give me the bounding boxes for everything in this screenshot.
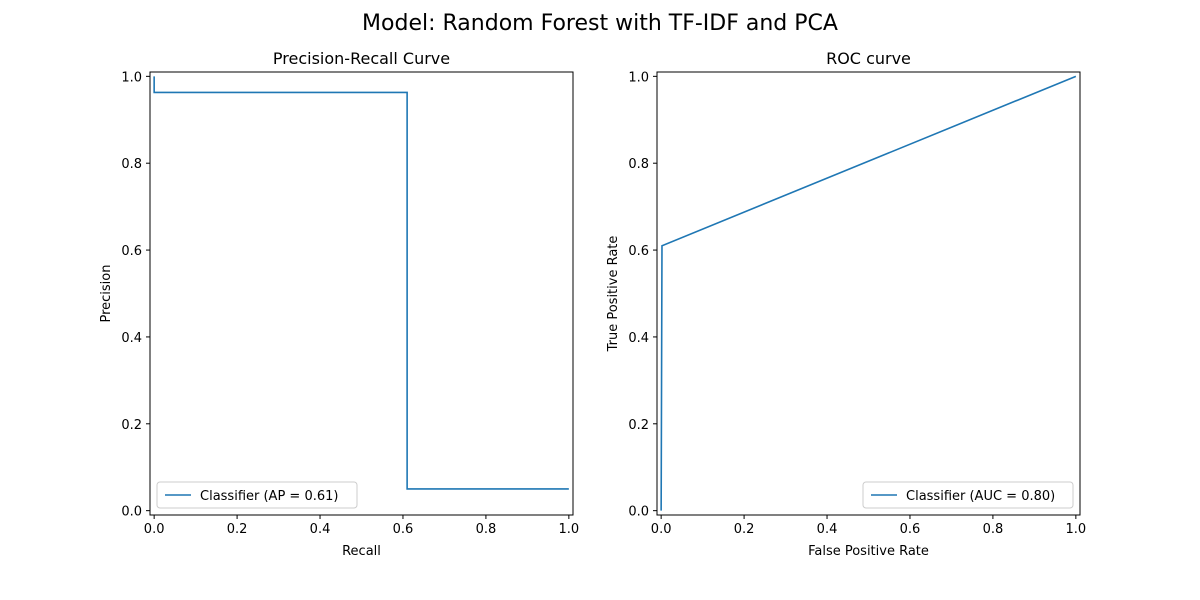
pr-x-tick-label: 0.4 bbox=[310, 522, 331, 537]
pr-y-tick-label: 0.8 bbox=[121, 157, 142, 172]
pr-legend-label: Classifier (AP = 0.61) bbox=[200, 489, 338, 504]
pr-axes-frame bbox=[149, 71, 574, 516]
figure-title: Model: Random Forest with TF-IDF and PCA bbox=[362, 11, 838, 36]
pr-series-line bbox=[153, 76, 569, 490]
roc-legend: Classifier (AUC = 0.80) bbox=[862, 481, 1074, 509]
pr-chart-title: Precision-Recall Curve bbox=[273, 49, 450, 68]
roc-legend-box bbox=[862, 481, 1074, 509]
roc-series-line bbox=[660, 75, 1077, 511]
pr-y-tick-label: 0.4 bbox=[121, 331, 142, 346]
pr-x-tick-label: 0.2 bbox=[227, 522, 248, 537]
pr-x-tick-label: 0.8 bbox=[476, 522, 497, 537]
roc-x-tick-label: 0.6 bbox=[900, 522, 921, 537]
pr-y-axis-label: Precision bbox=[99, 264, 114, 322]
pr-x-tick-label: 1.0 bbox=[559, 522, 580, 537]
pr-y-tick-label: 0.0 bbox=[121, 505, 142, 520]
roc-x-tick-label: 0.0 bbox=[651, 522, 672, 537]
precision-recall-chart: Precision-Recall Curve 0.0 0.2 0.4 0.6 0.8 1.0… bbox=[99, 49, 579, 559]
roc-legend-label: Classifier (AUC = 0.80) bbox=[906, 489, 1055, 504]
roc-y-tick-label: 0.6 bbox=[628, 244, 649, 259]
pr-legend: Classifier (AP = 0.61) bbox=[156, 481, 358, 509]
roc-x-tick-label: 1.0 bbox=[1066, 522, 1087, 537]
roc-y-tick-label: 0.4 bbox=[628, 331, 649, 346]
pr-x-axis-label: Recall bbox=[342, 544, 381, 559]
roc-chart: ROC curve 0.0 0.2 0.4 0.6 0.8 1.0 0.0 0.2 0.4 0.6 0… bbox=[606, 49, 1086, 559]
roc-axes-frame bbox=[656, 71, 1081, 516]
roc-y-tick-label: 0.8 bbox=[628, 157, 649, 172]
pr-x-tick-label: 0.6 bbox=[393, 522, 414, 537]
pr-legend-box bbox=[156, 481, 358, 509]
roc-x-tick-label: 0.4 bbox=[817, 522, 838, 537]
roc-y-axis-label: True Positive Rate bbox=[606, 236, 621, 353]
roc-y-tick-label: 0.0 bbox=[628, 505, 649, 520]
roc-y-tick-label: 0.2 bbox=[628, 418, 649, 433]
pr-y-tick-label: 0.6 bbox=[121, 244, 142, 259]
roc-x-tick-label: 0.2 bbox=[734, 522, 755, 537]
pr-x-tick-label: 0.0 bbox=[144, 522, 165, 537]
roc-x-axis-label: False Positive Rate bbox=[808, 544, 929, 559]
pr-y-tick-label: 0.2 bbox=[121, 418, 142, 433]
pr-y-tick-label: 1.0 bbox=[121, 70, 142, 85]
roc-chart-title: ROC curve bbox=[826, 49, 911, 68]
roc-y-tick-label: 1.0 bbox=[628, 70, 649, 85]
roc-x-tick-label: 0.8 bbox=[983, 522, 1004, 537]
